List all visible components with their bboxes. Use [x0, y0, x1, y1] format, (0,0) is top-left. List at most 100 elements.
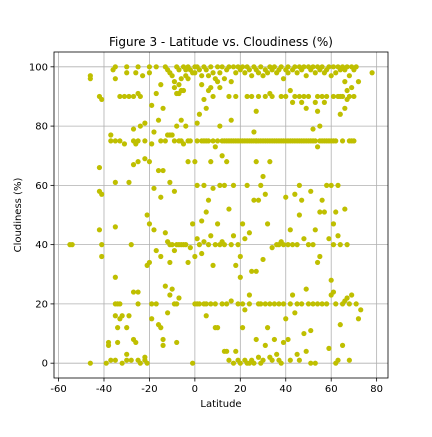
data-point	[301, 236, 307, 242]
data-point	[130, 289, 137, 295]
data-point	[69, 242, 75, 248]
data-point	[244, 182, 250, 188]
data-point	[260, 173, 266, 180]
data-point	[253, 108, 259, 114]
data-point	[210, 262, 216, 268]
data-point	[346, 93, 352, 100]
data-point	[301, 330, 307, 337]
data-point	[137, 360, 143, 366]
data-point	[146, 259, 153, 266]
data-point	[185, 138, 191, 144]
data-point	[112, 138, 118, 144]
data-point	[233, 262, 239, 268]
data-point	[301, 93, 307, 100]
x-tick-label: 40	[279, 384, 292, 395]
data-point	[135, 289, 141, 295]
data-point	[292, 93, 298, 100]
data-point	[146, 70, 153, 76]
data-point	[178, 117, 184, 123]
data-point	[264, 221, 271, 227]
data-point	[233, 70, 239, 76]
data-point	[217, 84, 223, 91]
data-point	[280, 76, 287, 82]
data-point	[142, 138, 148, 144]
data-point	[230, 182, 237, 188]
data-point	[212, 144, 218, 150]
data-point	[149, 102, 155, 108]
data-point	[224, 301, 230, 307]
data-point	[112, 313, 118, 319]
data-point	[235, 242, 241, 248]
data-point	[199, 73, 205, 79]
data-point	[308, 188, 314, 194]
data-point	[296, 93, 302, 100]
data-point	[165, 310, 171, 316]
data-point	[137, 93, 143, 100]
data-point	[112, 179, 118, 185]
data-point	[160, 167, 166, 174]
data-point	[294, 70, 300, 76]
data-point	[330, 289, 337, 295]
data-point	[158, 325, 164, 331]
data-point	[262, 342, 268, 348]
data-point	[230, 64, 237, 70]
data-point	[144, 212, 150, 218]
data-point	[251, 129, 257, 135]
data-point	[205, 138, 212, 144]
data-point	[249, 268, 255, 274]
data-point	[319, 301, 325, 307]
data-point	[353, 301, 359, 307]
data-point	[155, 117, 162, 123]
data-point	[203, 209, 209, 215]
data-point	[310, 242, 316, 248]
data-point	[87, 360, 93, 366]
data-point	[162, 230, 168, 236]
data-point	[194, 120, 200, 126]
data-point	[294, 351, 300, 357]
data-point	[128, 242, 134, 248]
data-point	[339, 93, 346, 100]
data-point	[280, 301, 287, 307]
data-point	[128, 357, 134, 363]
data-point	[276, 301, 282, 307]
data-point	[239, 64, 246, 70]
data-point	[189, 221, 196, 227]
data-point	[135, 159, 141, 165]
data-point	[199, 82, 205, 88]
data-point	[135, 64, 141, 70]
data-point	[292, 310, 298, 316]
data-point	[351, 93, 357, 100]
data-point	[208, 301, 214, 307]
data-point	[351, 138, 357, 144]
data-point	[328, 182, 334, 188]
data-point	[237, 360, 243, 366]
data-point	[135, 301, 141, 307]
data-point	[303, 286, 309, 292]
data-point	[292, 191, 298, 197]
data-point	[339, 342, 346, 348]
x-tick-label: 80	[370, 384, 383, 395]
data-point	[239, 221, 246, 227]
data-point	[117, 138, 123, 144]
data-point	[262, 301, 268, 307]
data-point	[224, 348, 230, 354]
data-point	[96, 164, 103, 171]
data-point	[194, 236, 200, 242]
data-point	[267, 301, 273, 307]
data-point	[310, 64, 316, 70]
data-point	[335, 182, 341, 188]
data-point	[264, 325, 271, 331]
data-point	[151, 185, 157, 191]
data-point	[344, 242, 350, 248]
data-point	[239, 301, 246, 307]
data-point	[169, 242, 175, 248]
data-point	[224, 159, 230, 165]
data-point	[333, 138, 339, 144]
data-point	[130, 162, 137, 168]
data-point	[294, 242, 300, 248]
data-point	[217, 182, 223, 188]
data-point	[192, 253, 198, 260]
data-point	[344, 295, 350, 301]
data-point	[108, 138, 114, 144]
